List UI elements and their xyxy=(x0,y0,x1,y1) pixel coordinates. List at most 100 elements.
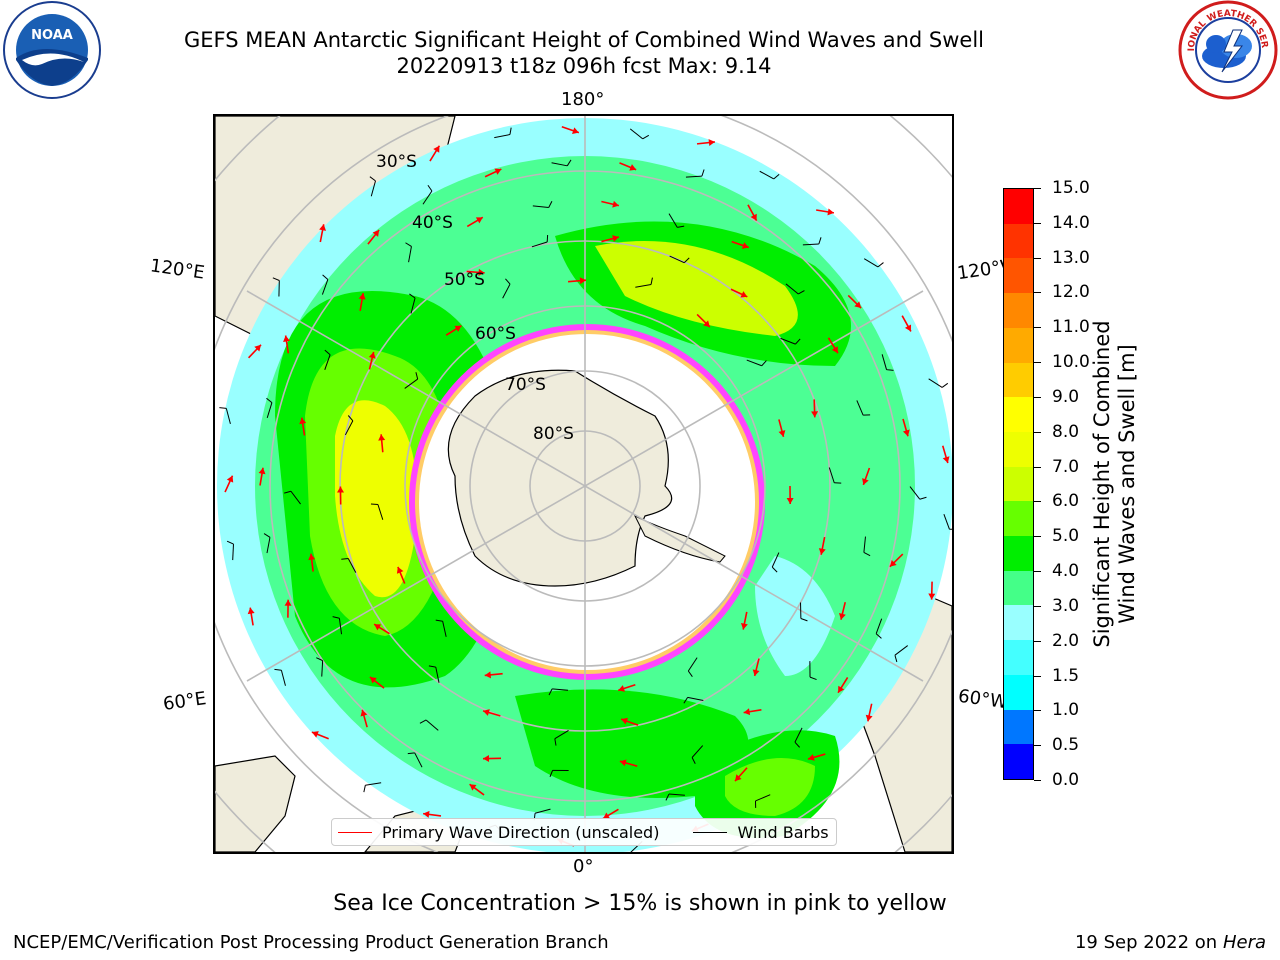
wave-direction-arrow xyxy=(368,351,376,370)
colorbar-segment xyxy=(1004,501,1033,537)
colorbar-segment xyxy=(1004,709,1033,745)
wind-barb xyxy=(909,486,927,500)
wind-barb xyxy=(669,255,690,264)
colorbar-tick xyxy=(1034,396,1041,398)
wave-direction-arrow xyxy=(601,200,620,208)
colorbar-segment xyxy=(1004,674,1033,710)
wind-barb xyxy=(324,349,331,370)
wave-direction-arrow xyxy=(862,467,871,486)
wave-direction-arrow xyxy=(284,599,292,618)
wave-direction-arrow xyxy=(247,607,255,626)
colorbar-segment xyxy=(1004,397,1033,432)
colorbar-tick-label: 5.0 xyxy=(1052,526,1080,547)
wind-barb xyxy=(802,237,822,246)
colorbar-segment xyxy=(1004,362,1033,398)
colorbar-tick xyxy=(1034,745,1041,747)
wind-barb xyxy=(780,337,801,345)
wave-direction-arrow xyxy=(429,145,441,162)
colorbar-tick-label: 13.0 xyxy=(1052,247,1090,268)
colorbar-tick-label: 9.0 xyxy=(1052,386,1080,407)
wind-barb xyxy=(928,378,949,388)
wave-direction-arrow xyxy=(602,808,619,820)
wave-direction-arrow xyxy=(837,677,849,694)
colorbar-segment xyxy=(1004,258,1033,294)
lon-label-60w: 60°W xyxy=(956,685,1009,714)
colorbar-tick xyxy=(1034,501,1041,503)
wind-barb xyxy=(274,668,286,686)
graticule xyxy=(215,116,952,852)
wind-barb xyxy=(321,274,329,295)
wind-barb xyxy=(363,782,382,793)
lat-label-80s: 80°S xyxy=(533,424,574,444)
wave-direction-arrow xyxy=(731,240,750,249)
colorbar xyxy=(1003,188,1034,780)
nws-logo: NATIONAL WEATHER SERVICE xyxy=(1174,0,1278,100)
colorbar-segment xyxy=(1004,605,1033,641)
wind-barb xyxy=(404,372,419,389)
wave-direction-arrow xyxy=(807,753,826,761)
legend-wind-barbs: Wind Barbs xyxy=(737,822,829,842)
wind-barb xyxy=(419,719,439,731)
wave-direction-arrow xyxy=(484,168,502,178)
wave-direction-arrow xyxy=(248,344,262,359)
wind-barb xyxy=(344,415,354,436)
chart-subtitle: 20220913 t18z 096h fcst Max: 9.14 xyxy=(396,54,772,78)
wind-barb xyxy=(785,283,805,295)
wave-direction-arrow xyxy=(469,783,485,796)
legend-wave-direction: Primary Wave Direction (unscaled) xyxy=(382,822,660,842)
wave-direction-arrow xyxy=(258,467,266,486)
colorbar-tick xyxy=(1034,466,1041,468)
wind-barb xyxy=(341,557,357,573)
colorbar-tick xyxy=(1034,431,1041,433)
wave-direction-arrow xyxy=(445,325,462,336)
wind-barb xyxy=(771,552,780,573)
colorbar-tick-label: 10.0 xyxy=(1052,352,1090,373)
colorbar-tick-label: 12.0 xyxy=(1052,282,1090,303)
colorbar-tick-label: 4.0 xyxy=(1052,561,1080,582)
wind-barb xyxy=(502,278,511,299)
wave-band-atlantic xyxy=(515,689,749,798)
colorbar-segment xyxy=(1004,640,1033,675)
wave-direction-arrow xyxy=(561,125,580,134)
wind-barb xyxy=(683,696,704,704)
wave-direction-arrow xyxy=(378,434,386,453)
svg-text:NOAA: NOAA xyxy=(31,28,73,43)
colorbar-segment xyxy=(1004,466,1033,502)
wind-barb xyxy=(685,169,705,178)
footer-date-text: 19 Sep 2022 on xyxy=(1074,932,1218,953)
wave-direction-arrow xyxy=(369,676,385,689)
wind-barb xyxy=(635,277,653,288)
wind-barb xyxy=(266,397,273,419)
lon-label-0: 0° xyxy=(573,856,594,877)
wave-direction-swatch xyxy=(338,831,372,833)
wind-barb xyxy=(754,794,771,808)
wind-barb xyxy=(284,490,301,505)
colorbar-tick-label: 3.0 xyxy=(1052,595,1080,616)
wave-direction-arrow xyxy=(816,208,835,216)
wind-barb xyxy=(687,657,698,677)
wave-direction-arrow xyxy=(617,683,636,692)
colorbar-tick-label: 2.0 xyxy=(1052,630,1080,651)
wave-direction-arrow xyxy=(466,216,484,228)
wind-barb xyxy=(370,503,384,520)
wind-barb xyxy=(272,277,280,297)
colorbar-tick xyxy=(1034,362,1041,364)
wave-direction-arrow xyxy=(568,277,587,285)
wind-barb xyxy=(549,769,569,778)
wind-barb xyxy=(405,242,412,263)
wave-direction-arrow xyxy=(928,581,936,600)
colorbar-segment xyxy=(1004,189,1033,224)
wind-barb xyxy=(691,745,704,764)
wind-barb xyxy=(428,665,440,683)
footer-credit: NCEP/EMC/Verification Post Processing Pr… xyxy=(13,932,609,953)
wave-direction-arrow xyxy=(696,313,711,328)
sea-ice-note: Sea Ice Concentration > 15% is shown in … xyxy=(333,891,947,916)
wave-direction-arrow xyxy=(786,485,794,505)
colorbar-tick xyxy=(1034,571,1041,573)
wave-direction-arrow xyxy=(747,204,758,222)
colorbar-tick xyxy=(1034,188,1041,189)
wind-barb xyxy=(809,661,817,681)
vector-overlay xyxy=(219,125,952,852)
wind-barb xyxy=(494,127,512,139)
colorbar-tick-label: 1.5 xyxy=(1052,665,1080,686)
